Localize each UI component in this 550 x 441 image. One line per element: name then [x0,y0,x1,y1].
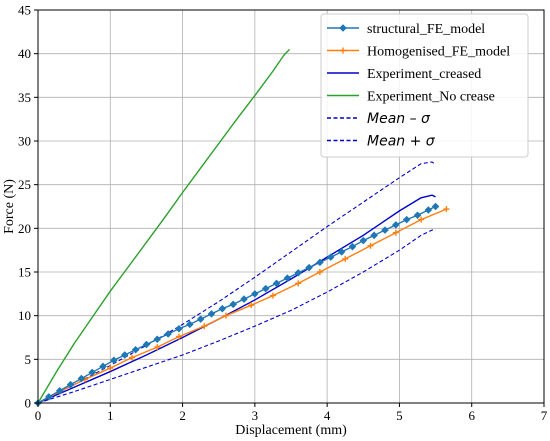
legend-label: Mean – σ [367,111,431,127]
data-point [370,231,378,240]
legend-marker [340,47,346,54]
data-point [392,221,400,229]
data-point [128,354,135,361]
data-point [240,295,248,303]
data-point [295,280,302,287]
legend-marker [339,24,347,32]
x-tick-label: 0 [35,408,42,423]
plot-frame [37,9,545,404]
data-point [418,216,425,223]
x-axis-title: Displacement (mm) [235,423,347,438]
series-line [37,161,436,404]
data-point [99,362,107,371]
y-tick-label: 35 [18,90,31,105]
series-line [37,208,447,404]
y-tick-label: 15 [18,265,31,280]
legend-label: Experiment_No crease [367,90,495,105]
x-tick-label: 2 [179,408,186,423]
data-point [175,325,183,333]
data-point [381,226,389,234]
legend-label: Homogenised_FE_model [367,45,510,60]
y-tick-label: 45 [18,3,31,18]
data-point [88,368,96,377]
series-3 [37,48,291,404]
data-point [186,320,194,329]
data-point [348,242,357,251]
data-point [402,215,411,224]
y-tick-label: 30 [18,134,31,149]
data-point [142,340,151,349]
legend-label: Experiment_creased [367,67,481,82]
data-point [431,202,440,211]
data-point [392,229,399,236]
data-point [131,345,140,354]
data-point [154,344,161,351]
y-tick-label: 40 [18,46,31,61]
data-point [337,248,346,256]
data-point [175,333,182,340]
y-tick-label: 20 [18,221,31,236]
legend-box [320,13,529,158]
y-tick-label: 25 [18,177,31,192]
data-point [207,310,216,318]
series-4 [37,229,436,404]
data-point [55,387,64,395]
data-point [66,380,75,389]
data-point [251,290,259,298]
data-point [443,206,450,213]
series-line [37,229,436,404]
data-point [164,330,172,338]
x-tick-label: 6 [468,408,475,423]
data-point [107,365,114,372]
data-point [342,255,349,262]
legend-label: structural_FE_model [367,22,485,37]
data-point [110,356,118,364]
data-point [229,300,237,309]
data-point [45,393,53,401]
data-point [316,258,324,267]
data-point [77,374,86,383]
data-point [283,274,292,282]
data-point [261,284,270,293]
series-line [37,194,436,404]
data-point [222,312,229,319]
x-tick-label: 4 [324,408,331,423]
data-point [367,242,374,249]
x-tick-label: 7 [541,408,548,423]
y-tick-label: 5 [25,352,32,367]
data-point [316,269,323,275]
data-point [413,211,422,219]
series-2 [37,194,436,404]
data-point [326,253,335,261]
data-point [272,279,281,288]
data-point [248,302,255,309]
data-point [196,315,205,323]
x-tick-label: 5 [396,408,403,423]
series-5 [37,161,436,404]
y-axis-title: Force (N) [2,179,17,234]
series-0 [34,202,440,407]
data-point [305,263,313,272]
y-tick-label: 10 [18,308,31,323]
data-point [294,269,302,277]
data-point [359,236,368,245]
data-point [269,292,276,299]
legend: structural_FE_model Homogenised_FE_model E… [320,13,529,158]
series-line [37,48,291,404]
x-tick-label: 3 [252,408,259,423]
legend-label: Mean + σ [367,134,436,150]
data-point [218,304,227,313]
data-point [201,323,208,330]
data-point [120,351,129,359]
y-tick-label: 0 [25,396,32,411]
data-point [424,206,433,214]
data-point [153,335,162,344]
x-tick-label: 1 [107,408,114,423]
